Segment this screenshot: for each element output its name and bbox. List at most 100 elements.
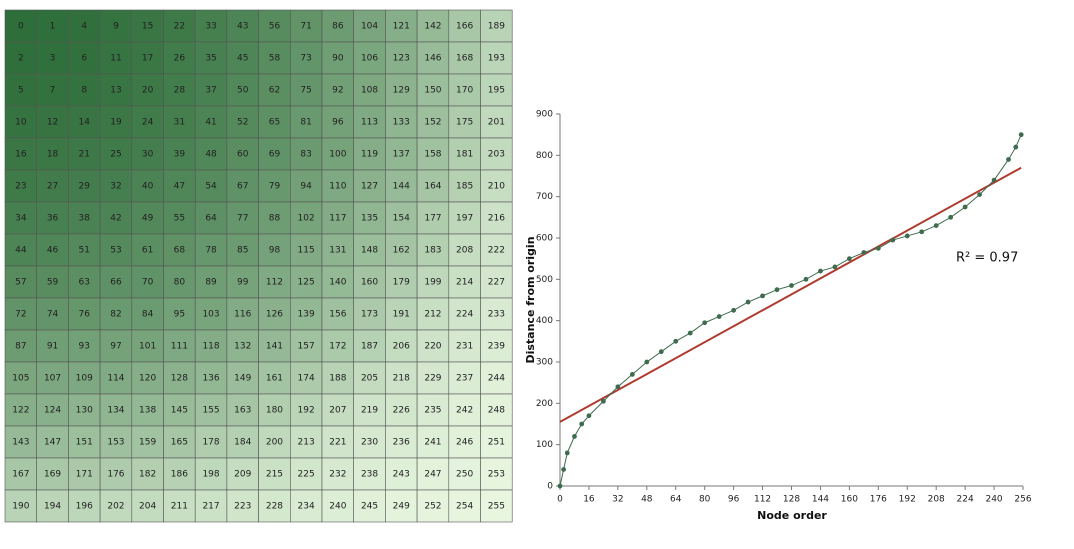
grid-cell	[68, 41, 101, 75]
grid-cell	[321, 297, 355, 331]
cell-value: 42	[110, 214, 121, 224]
grid-cell	[131, 297, 164, 331]
cell-value: 159	[139, 438, 156, 448]
cell-value: 239	[488, 342, 505, 352]
cell-value: 145	[171, 406, 188, 416]
grid-cell	[163, 489, 196, 523]
cell-value: 16	[15, 150, 27, 160]
grid-cell	[416, 201, 450, 235]
grid-cell	[99, 425, 133, 459]
grid-cell	[194, 201, 228, 235]
cell-value: 141	[266, 342, 283, 352]
grid-cell	[448, 393, 481, 427]
grid-cell	[321, 361, 355, 395]
cell-value: 251	[488, 438, 505, 448]
cell-value: 84	[142, 310, 154, 320]
cell-value: 83	[300, 150, 311, 160]
cell-value: 201	[488, 118, 505, 128]
grid-cell	[131, 73, 164, 107]
cell-value: 237	[456, 374, 473, 384]
grid-cell	[385, 329, 418, 363]
grid-cell	[353, 201, 386, 235]
cell-value: 137	[393, 150, 410, 160]
cell-value: 61	[142, 246, 153, 256]
cell-value: 48	[205, 150, 217, 160]
cell-value: 8	[81, 86, 87, 96]
cell-value: 17	[142, 54, 153, 64]
cell-value: 158	[424, 150, 441, 160]
cell-value: 34	[15, 214, 27, 224]
grid-cell	[353, 457, 386, 491]
grid-cell	[163, 297, 196, 331]
cell-value: 44	[15, 246, 27, 256]
grid-cell	[416, 233, 450, 267]
cell-value: 140	[329, 278, 346, 288]
cell-value: 117	[329, 214, 346, 224]
cell-value: 136	[202, 374, 219, 384]
grid-cell	[480, 169, 513, 203]
cell-value: 143	[12, 438, 29, 448]
y-tick-label: 100	[536, 440, 553, 450]
cell-value: 154	[393, 214, 410, 224]
x-tick-label: 16	[583, 495, 595, 505]
data-point	[601, 398, 606, 404]
y-tick-label: 200	[536, 399, 553, 409]
cell-value: 223	[234, 502, 251, 512]
cell-value: 139	[298, 310, 315, 320]
cell-value: 146	[424, 54, 441, 64]
x-tick-label: 80	[699, 495, 711, 505]
grid-cell	[353, 41, 386, 75]
grid-cell	[416, 393, 450, 427]
cell-value: 244	[488, 374, 505, 384]
grid-cell	[480, 425, 513, 459]
cell-value: 108	[361, 86, 378, 96]
grid-cell	[131, 361, 164, 395]
cell-value: 103	[202, 310, 219, 320]
grid-cell	[4, 457, 38, 491]
cell-value: 151	[76, 438, 93, 448]
cell-value: 41	[205, 118, 216, 128]
grid-cell	[258, 233, 291, 267]
cell-value: 147	[44, 438, 61, 448]
cell-value: 11	[110, 54, 121, 64]
cell-value: 253	[488, 470, 505, 480]
x-tick-label: 240	[985, 495, 1002, 505]
grid-cell	[226, 169, 259, 203]
grid-cell	[448, 457, 481, 491]
grid-cell	[194, 393, 228, 427]
cell-value: 4	[81, 22, 87, 32]
grid-cell	[99, 457, 133, 491]
data-point	[803, 276, 809, 282]
cell-value: 120	[139, 374, 156, 384]
cell-value: 132	[234, 342, 251, 352]
cell-value: 76	[79, 310, 91, 320]
cell-value: 195	[488, 86, 505, 96]
cell-value: 196	[76, 502, 93, 512]
cell-value: 199	[424, 278, 441, 288]
grid-cell	[353, 233, 386, 267]
grid-cell	[448, 361, 481, 395]
grid-cell	[36, 457, 69, 491]
cell-value: 170	[456, 86, 473, 96]
grid-cell	[448, 233, 481, 267]
grid-cell	[36, 169, 69, 203]
grid-cell	[480, 297, 513, 331]
grid-cell	[448, 425, 481, 459]
grid-cell	[68, 9, 101, 43]
cell-value: 197	[456, 214, 473, 224]
grid-cell	[194, 297, 228, 331]
cell-value: 176	[107, 470, 124, 480]
cell-value: 7	[50, 86, 56, 96]
grid-cell	[385, 41, 418, 75]
cell-value: 219	[361, 406, 378, 416]
data-point	[774, 287, 780, 293]
grid-cell	[68, 265, 101, 299]
grid-cell	[163, 329, 196, 363]
cell-value: 211	[171, 502, 188, 512]
x-tick-label: 192	[899, 495, 916, 505]
grid-cell	[289, 457, 323, 491]
cell-value: 37	[205, 86, 216, 96]
grid-cell	[131, 425, 164, 459]
grid-cell	[385, 105, 418, 139]
cell-value: 27	[47, 182, 58, 192]
